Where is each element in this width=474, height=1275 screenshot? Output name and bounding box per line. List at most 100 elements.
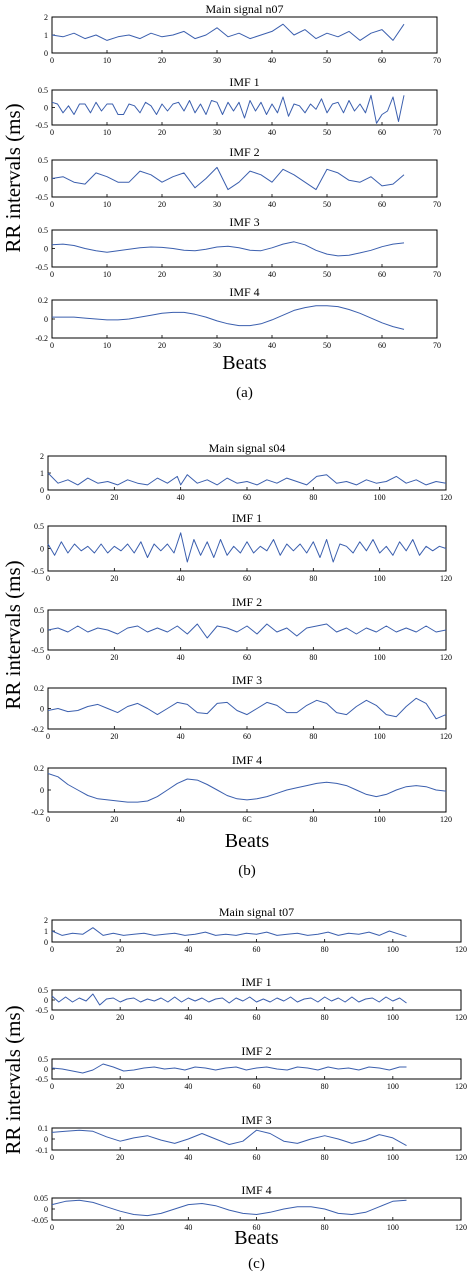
x-tick-label: 0 (46, 815, 50, 824)
x-tick-label: 60 (378, 270, 386, 279)
series-line (51, 23, 405, 41)
x-tick-label: 0 (50, 200, 54, 209)
subplot-title: IMF 1 (241, 975, 271, 989)
x-tick-label: 40 (268, 128, 276, 137)
y-tick-label: -0.5 (35, 263, 48, 272)
y-tick-label: -0.05 (31, 1216, 48, 1225)
x-tick-label: 60 (378, 56, 386, 65)
plot-frame (47, 767, 447, 813)
x-tick-label: 0 (46, 574, 50, 583)
x-tick-label: 20 (116, 1013, 124, 1022)
y-tick-label: 0.5 (38, 226, 48, 235)
series-line (47, 623, 447, 639)
x-axis-label: Beats (225, 830, 270, 852)
x-tick-label: 60 (253, 1153, 261, 1162)
x-tick-label: 20 (158, 270, 166, 279)
x-tick-label: 10 (103, 56, 111, 65)
x-tick-label: 60 (378, 200, 386, 209)
x-tick-label: 80 (321, 1153, 329, 1162)
y-tick-label: 0.1 (38, 1124, 48, 1133)
x-tick-label: 20 (158, 200, 166, 209)
y-tick-label: 2 (44, 13, 48, 22)
x-tick-label: 0 (50, 1013, 54, 1022)
y-tick-label: 0 (44, 245, 48, 254)
x-tick-label: 20 (110, 653, 118, 662)
series-line (47, 532, 447, 563)
y-tick-label: -0.5 (31, 646, 44, 655)
x-tick-label: 20 (116, 945, 124, 954)
subplot-title: IMF 2 (232, 595, 262, 609)
x-tick-label: 0 (46, 653, 50, 662)
y-tick-label: 0 (44, 1065, 48, 1074)
y-tick-label: 0.05 (34, 1194, 48, 1203)
x-tick-label: 0 (50, 128, 54, 137)
x-tick-label: 40 (268, 200, 276, 209)
subplot-1: Main signal s04 0 20 40 60 80 100 120 2 1 0 (40, 441, 452, 502)
x-tick-label: 120 (440, 732, 452, 741)
y-tick-label: 0 (44, 49, 48, 58)
x-tick-label: 100 (387, 1082, 399, 1091)
x-tick-label: 40 (184, 1082, 192, 1091)
x-tick-label: 60 (243, 732, 251, 741)
x-tick-label: 120 (440, 815, 452, 824)
x-tick-label: 30 (213, 200, 221, 209)
plot-frame (47, 455, 447, 491)
x-tick-label: 20 (110, 732, 118, 741)
y-tick-label: 0.2 (34, 764, 44, 773)
x-tick-label: 30 (213, 270, 221, 279)
y-tick-label: 1 (44, 927, 48, 936)
y-tick-label: 1 (40, 469, 44, 478)
x-tick-label: 80 (321, 1082, 329, 1091)
x-tick-label: 80 (309, 815, 317, 824)
y-axis-label: RR intervals (ms) (1, 1005, 25, 1154)
x-tick-label: 40 (177, 653, 185, 662)
x-tick-label: 20 (158, 56, 166, 65)
y-tick-label: 0.5 (38, 1055, 48, 1064)
panel-caption: (c) (248, 1256, 265, 1272)
x-tick-label: 30 (213, 341, 221, 350)
x-tick-label: 60 (253, 1223, 261, 1232)
x-tick-label: 100 (374, 732, 386, 741)
x-tick-label: 120 (455, 1223, 467, 1232)
y-tick-label: -0.2 (35, 334, 48, 343)
subplot-title: IMF 1 (229, 75, 259, 89)
x-tick-label: 20 (116, 1082, 124, 1091)
x-tick-label: 60 (253, 1082, 261, 1091)
y-tick-label: 0 (44, 1135, 48, 1144)
x-tick-label: 40 (177, 493, 185, 502)
x-tick-label: 0 (50, 945, 54, 954)
x-tick-label: 20 (116, 1223, 124, 1232)
y-tick-label: 0.5 (38, 156, 48, 165)
x-tick-label: 70 (433, 200, 441, 209)
x-tick-label: 80 (309, 574, 317, 583)
subplot-title: IMF 2 (229, 145, 259, 159)
x-tick-label: 60 (243, 574, 251, 583)
x-tick-label: 20 (110, 815, 118, 824)
subplot-2: IMF 10 10 20 30 40 50 60 700.50-0.5 (35, 75, 441, 137)
series-line (51, 927, 407, 937)
y-tick-label: -0.1 (35, 1146, 48, 1155)
y-tick-label: 0 (44, 175, 48, 184)
panel-b: Main signal s04 0 20 40 60 80 100 120 2 1 0 IMF 1 0 2… (1, 441, 452, 879)
x-tick-label: 70 (433, 270, 441, 279)
x-tick-label: 60 (378, 128, 386, 137)
x-tick-label: 40 (184, 1223, 192, 1232)
x-tick-label: 0 (50, 1082, 54, 1091)
x-tick-label: 50 (323, 128, 331, 137)
x-tick-label: 60 (253, 1013, 261, 1022)
x-tick-label: 120 (440, 574, 452, 583)
x-tick-label: 80 (309, 732, 317, 741)
y-tick-label: -0.5 (35, 193, 48, 202)
x-tick-label: 50 (323, 56, 331, 65)
subplot-title: Main signal n07 (206, 2, 284, 16)
x-tick-label: 80 (321, 1013, 329, 1022)
y-tick-label: -0.5 (35, 121, 48, 130)
x-tick-label: 100 (374, 574, 386, 583)
x-tick-label: 120 (455, 1013, 467, 1022)
